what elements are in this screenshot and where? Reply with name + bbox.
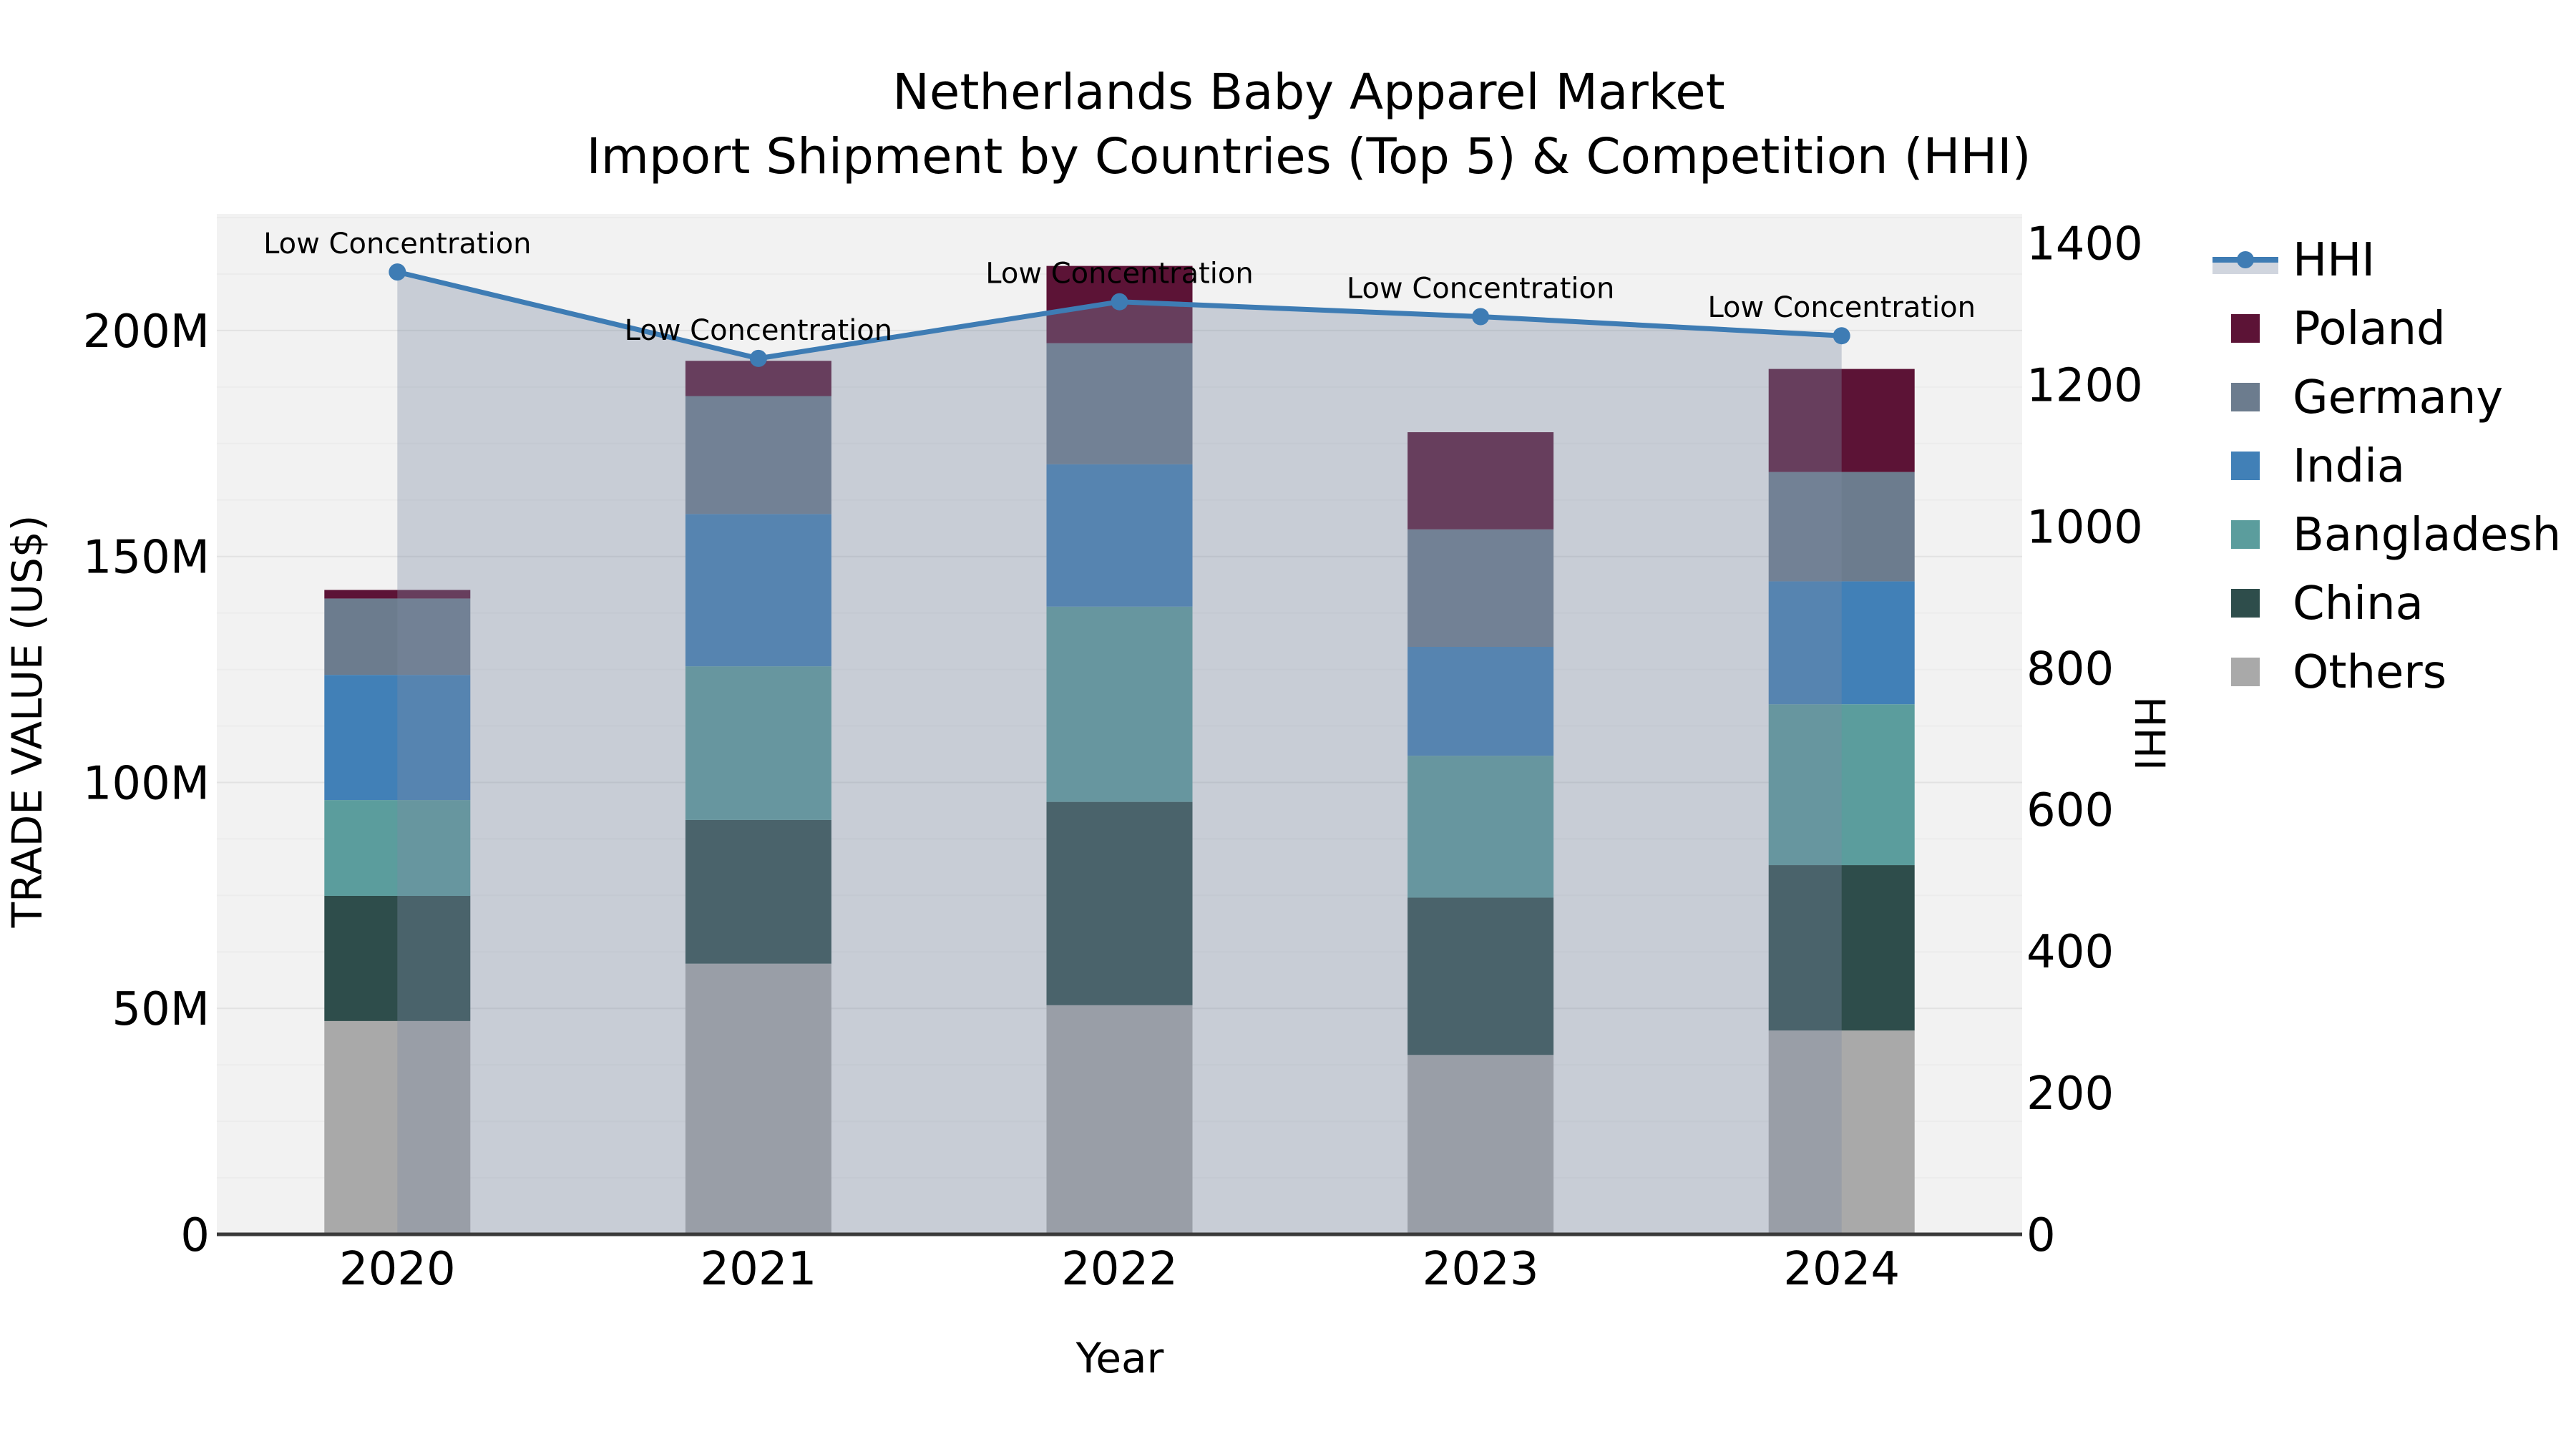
y-tick-right-600: 600: [2026, 784, 2114, 837]
y-tick-right-1200: 1200: [2026, 359, 2143, 412]
hhi-area-fill: [397, 272, 1842, 1234]
bar-segment-poland-2023: [1407, 432, 1554, 530]
legend-label-china: China: [2293, 577, 2424, 630]
chart-title-line1: Netherlands Baby Apparel Market: [892, 64, 1724, 121]
y-tick-left-0: 0: [180, 1209, 210, 1262]
hhi-line-layer: [389, 263, 1850, 1234]
hhi-marker-2022: [1111, 293, 1128, 311]
x-axis-ticks: 2020 2021 2022 2023 2024: [339, 1243, 1900, 1296]
y-axis-left-ticks: 0 50M 100M 150M 200M: [83, 306, 210, 1262]
legend-label-bangladesh: Bangladesh: [2293, 509, 2561, 562]
legend-swatch-china: [2231, 589, 2260, 618]
bar-segment-others-2020: [324, 1020, 471, 1234]
x-tick-2020: 2020: [339, 1243, 456, 1296]
chart-title-line2: Import Shipment by Countries (Top 5) & C…: [586, 128, 2031, 185]
legend-item-hhi: HHI: [2212, 234, 2375, 287]
bar-segment-bangladesh-2022: [1046, 606, 1193, 802]
bar-segment-poland-2024: [1768, 369, 1915, 472]
annotation-low-concentration-2022: Low Concentration: [985, 258, 1253, 291]
bar-segment-germany-2023: [1407, 529, 1554, 648]
bar-segment-bangladesh-2020: [324, 800, 471, 896]
y-tick-left-200M: 200M: [83, 306, 210, 358]
y-tick-left-50M: 50M: [112, 983, 210, 1036]
legend-label-germany: Germany: [2293, 371, 2503, 424]
bar-segment-china-2020: [324, 895, 471, 1021]
legend-swatch-germany: [2231, 383, 2260, 411]
annotation-low-concentration-2023: Low Concentration: [1347, 272, 1614, 305]
legend-item-others: Others: [2231, 646, 2446, 699]
x-tick-2022: 2022: [1061, 1243, 1178, 1296]
hhi-marker-2021: [749, 349, 767, 367]
bar-segment-germany-2022: [1046, 343, 1193, 464]
legend-label-india: India: [2293, 440, 2405, 493]
bar-segment-germany-2020: [324, 598, 471, 675]
legend-item-china: China: [2231, 577, 2424, 630]
bar-segment-bangladesh-2023: [1407, 756, 1554, 898]
legend-hhi-marker-icon: [2237, 251, 2254, 268]
y-tick-right-1400: 1400: [2026, 218, 2143, 271]
legend: HHI Poland Germany India Bangladesh China Othe…: [2212, 234, 2561, 699]
y-tick-left-150M: 150M: [83, 532, 210, 585]
hhi-marker-2024: [1833, 327, 1850, 345]
x-axis-title: Year: [1075, 1334, 1164, 1382]
y-tick-left-100M: 100M: [83, 757, 210, 810]
legend-label-others: Others: [2293, 646, 2446, 699]
legend-item-poland: Poland: [2231, 303, 2446, 356]
bar-segment-bangladesh-2024: [1768, 704, 1915, 866]
y-tick-right-1000: 1000: [2026, 501, 2143, 554]
bar-segment-others-2021: [685, 963, 831, 1234]
annotation-low-concentration-2020: Low Concentration: [263, 228, 531, 260]
bar-segment-china-2022: [1046, 801, 1193, 1005]
y-tick-right-400: 400: [2026, 926, 2114, 979]
bar-segment-others-2022: [1046, 1005, 1193, 1234]
bar-segment-china-2024: [1768, 865, 1915, 1031]
annotation-low-concentration-2021: Low Concentration: [625, 314, 892, 347]
hhi-marker-2020: [389, 263, 406, 281]
bar-segment-others-2023: [1407, 1055, 1554, 1234]
bar-segment-china-2021: [685, 819, 831, 964]
x-tick-2024: 2024: [1783, 1243, 1900, 1296]
bar-segment-germany-2024: [1768, 472, 1915, 582]
bar-segment-china-2023: [1407, 897, 1554, 1055]
y-tick-right-0: 0: [2026, 1209, 2056, 1262]
legend-swatch-bangladesh: [2231, 520, 2260, 549]
legend-item-germany: Germany: [2231, 371, 2503, 424]
bar-segment-others-2024: [1768, 1030, 1915, 1234]
x-tick-2023: 2023: [1423, 1243, 1539, 1296]
bar-segment-india-2021: [685, 514, 831, 667]
bar-segment-india-2020: [324, 675, 471, 801]
hhi-marker-2023: [1472, 308, 1490, 326]
bar-segment-india-2022: [1046, 464, 1193, 607]
y-tick-right-800: 800: [2026, 643, 2114, 696]
legend-swatch-others: [2231, 658, 2260, 686]
legend-label-hhi: HHI: [2293, 234, 2375, 287]
legend-swatch-poland: [2231, 314, 2260, 343]
bar-segment-germany-2021: [685, 396, 831, 514]
bar-segment-india-2024: [1768, 581, 1915, 705]
x-tick-2021: 2021: [700, 1243, 816, 1296]
bar-segment-poland-2020: [324, 590, 471, 599]
legend-swatch-india: [2231, 452, 2260, 480]
stacked-bars-layer: [324, 265, 1915, 1234]
y-axis-right-title: HHI: [2125, 696, 2174, 771]
bar-segment-india-2023: [1407, 647, 1554, 756]
annotation-low-concentration-2024: Low Concentration: [1707, 291, 1975, 324]
legend-item-india: India: [2231, 440, 2405, 493]
bar-segment-bangladesh-2021: [685, 666, 831, 820]
y-axis-left-title: TRADE VALUE (US$): [3, 515, 52, 929]
legend-item-bangladesh: Bangladesh: [2231, 509, 2561, 562]
legend-label-poland: Poland: [2293, 303, 2446, 356]
y-axis-right-ticks: 0 200 400 600 800 1000 1200 1400: [2026, 218, 2143, 1262]
annotations-layer: Low Concentration Low Concentration Low Co…: [263, 228, 1976, 347]
y-tick-right-200: 200: [2026, 1068, 2114, 1121]
